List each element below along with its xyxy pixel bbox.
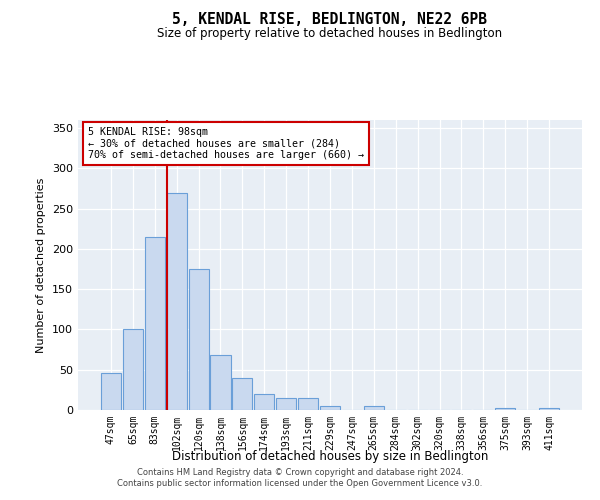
Bar [145, 237, 165, 410]
Bar [364, 406, 384, 410]
Text: Size of property relative to detached houses in Bedlington: Size of property relative to detached ho… [157, 28, 503, 40]
Bar [211, 355, 230, 410]
Bar [539, 408, 559, 410]
Y-axis label: Number of detached properties: Number of detached properties [37, 178, 46, 352]
Bar [495, 408, 515, 410]
Text: Contains HM Land Registry data © Crown copyright and database right 2024.
Contai: Contains HM Land Registry data © Crown c… [118, 468, 482, 487]
Bar [123, 328, 143, 410]
Text: 5, KENDAL RISE, BEDLINGTON, NE22 6PB: 5, KENDAL RISE, BEDLINGTON, NE22 6PB [173, 12, 487, 28]
Bar [298, 398, 318, 410]
Bar [188, 269, 209, 410]
Bar [320, 406, 340, 410]
Text: Distribution of detached houses by size in Bedlington: Distribution of detached houses by size … [172, 450, 488, 463]
Bar [101, 373, 121, 410]
Bar [276, 398, 296, 410]
Bar [167, 192, 187, 410]
Text: 5 KENDAL RISE: 98sqm
← 30% of detached houses are smaller (284)
70% of semi-deta: 5 KENDAL RISE: 98sqm ← 30% of detached h… [88, 127, 364, 160]
Bar [254, 394, 274, 410]
Bar [232, 378, 253, 410]
